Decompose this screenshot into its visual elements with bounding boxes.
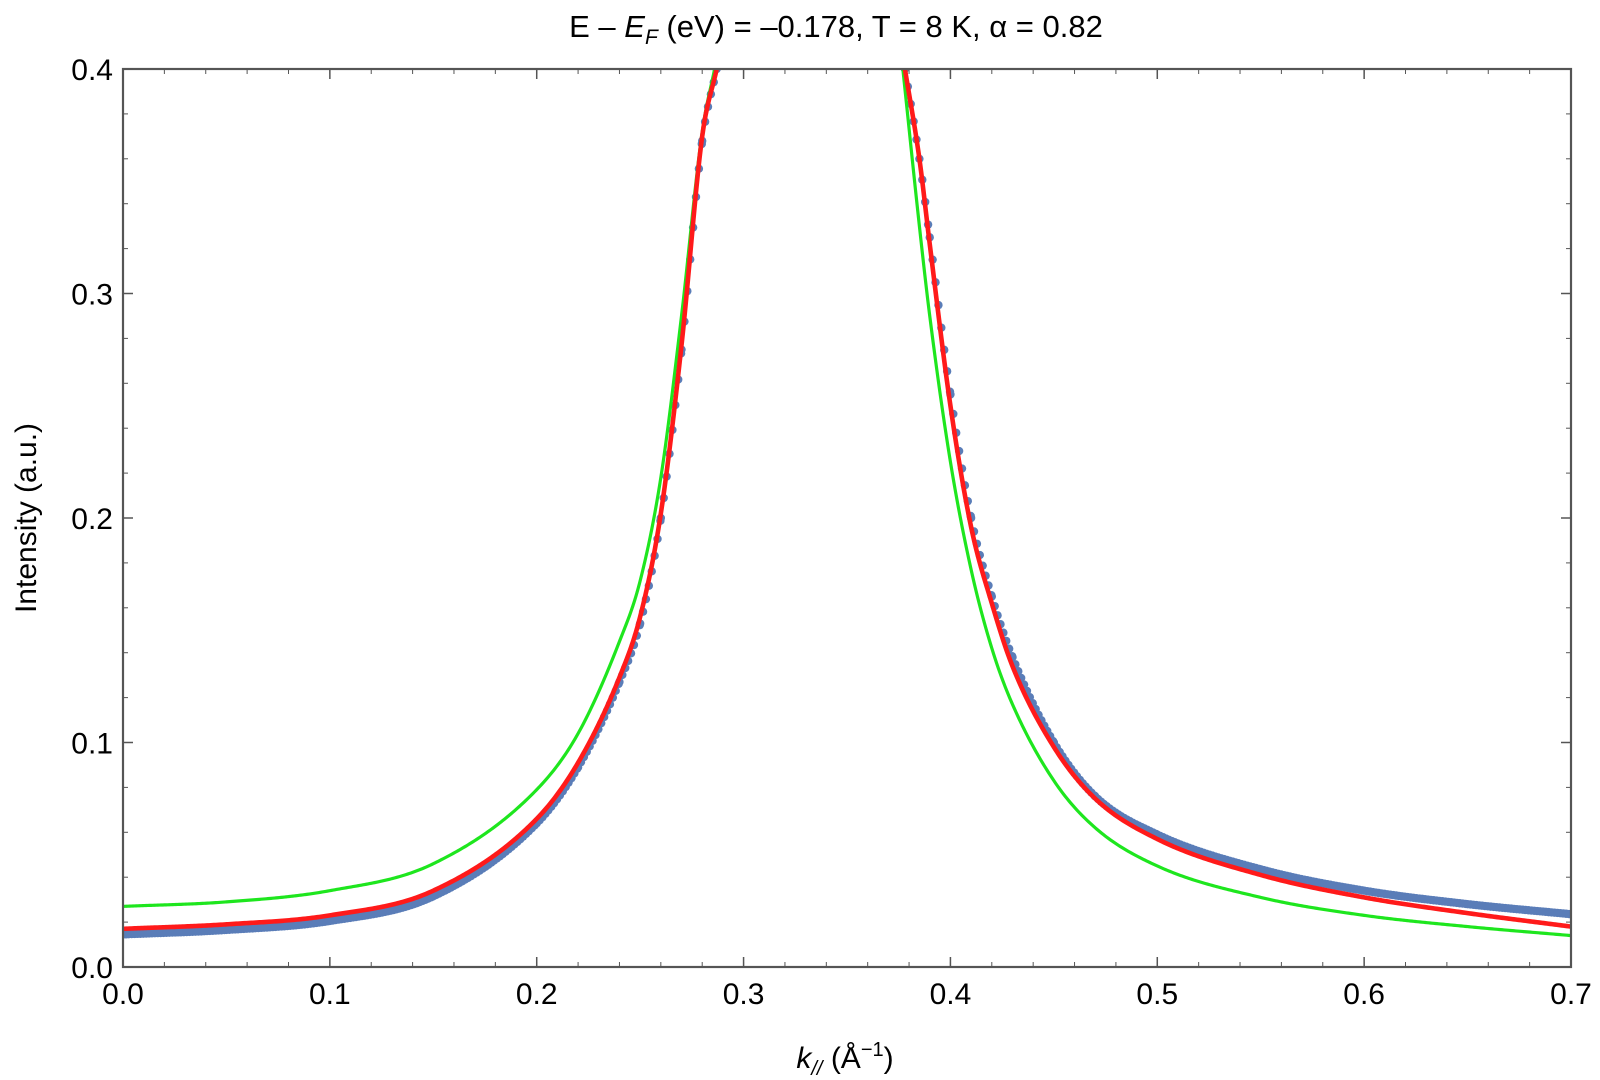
y-tick-label: 0.2 xyxy=(71,503,113,536)
x-axis-title-unit: (Å xyxy=(822,1042,860,1075)
series-data-points xyxy=(123,69,1571,939)
x-tick-label: 0.0 xyxy=(102,978,144,1011)
chart-title-prefix: E – xyxy=(569,9,624,44)
x-tick-label: 0.4 xyxy=(930,978,972,1011)
y-tick-label: 0.3 xyxy=(71,279,113,312)
plot-frame xyxy=(121,67,1573,969)
x-axis: 0.0 0.1 0.2 0.3 0.4 0.5 0.6 0.7 xyxy=(102,69,1592,1011)
x-axis-title: k// (Å−1) xyxy=(796,1039,893,1080)
chart-title-e: E xyxy=(624,9,645,44)
chart-title-f-subscript: F xyxy=(645,26,659,49)
x-tick-label: 0.1 xyxy=(309,978,351,1011)
y-tick-label: 0.1 xyxy=(71,728,113,761)
x-tick-label: 0.5 xyxy=(1136,978,1178,1011)
chart-title: E – EF (eV) = –0.178, T = 8 K, α = 0.82 xyxy=(569,9,1103,49)
y-tick-label: 0.4 xyxy=(71,54,113,87)
x-tick-label: 0.7 xyxy=(1550,978,1592,1011)
x-axis-title-subscript: // xyxy=(809,1058,825,1080)
chart-title-suffix: (eV) = –0.178, T = 8 K, α = 0.82 xyxy=(658,9,1103,44)
x-tick-label: 0.6 xyxy=(1343,978,1385,1011)
series-red-line xyxy=(123,69,1571,932)
y-axis: 0.0 0.1 0.2 0.3 0.4 xyxy=(71,54,1571,985)
x-axis-title-k: k xyxy=(796,1042,813,1075)
x-tick-label: 0.2 xyxy=(516,978,558,1011)
y-tick-label: 0.0 xyxy=(71,952,113,985)
plot-series xyxy=(123,69,1571,939)
x-axis-title-exponent: −1 xyxy=(861,1039,884,1061)
x-axis-title-close: ) xyxy=(884,1042,894,1075)
y-axis-title: Intensity (a.u.) xyxy=(10,423,43,613)
x-tick-label: 0.3 xyxy=(723,978,765,1011)
series-green-line xyxy=(123,69,1571,938)
